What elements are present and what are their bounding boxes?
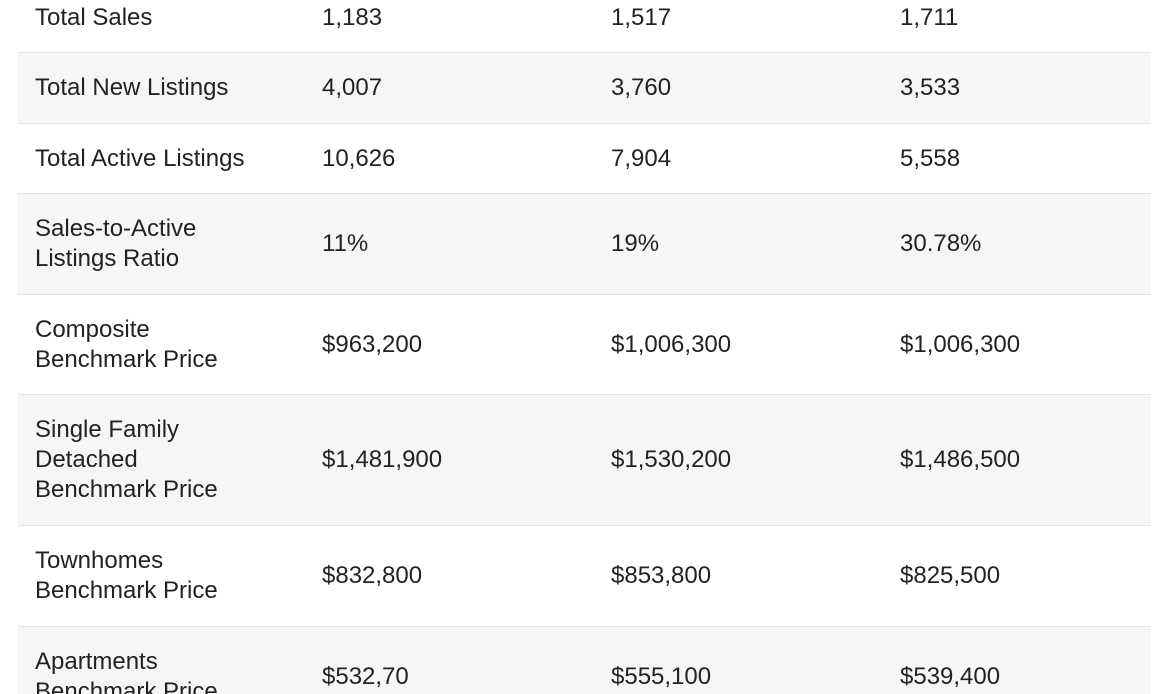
- row-label: Townhomes Benchmark Price: [18, 546, 322, 606]
- table-cell: 4,007: [322, 74, 383, 101]
- table-cell: $1,006,300: [611, 330, 732, 358]
- table-cell: $832,800: [322, 562, 423, 589]
- row-label: Single Family Detached Benchmark Price: [18, 415, 322, 505]
- table-cell: 11%: [322, 230, 369, 257]
- table-cell: 7,904: [611, 144, 672, 172]
- table-row: Apartments Benchmark Price $532,70 $555,…: [18, 627, 1151, 694]
- table-cell: 1,517: [611, 3, 672, 31]
- stats-table: Total Sales 1,183 1,517 1,711 Total New …: [18, 0, 1151, 694]
- row-label-line: Benchmark Price: [35, 476, 218, 503]
- table-cell: $539,400: [900, 663, 1001, 690]
- row-label: Total Sales: [18, 3, 322, 33]
- row-label-line: Total New Listings: [35, 74, 229, 101]
- table-cell: 10,626: [322, 144, 396, 172]
- row-label: Sales-to-Active Listings Ratio: [18, 214, 322, 274]
- table-cell: $555,100: [611, 663, 712, 690]
- table-row: Townhomes Benchmark Price $832,800 $853,…: [18, 526, 1151, 627]
- row-label-line: Total Sales: [35, 3, 153, 31]
- row-label: Total Active Listings: [18, 144, 322, 174]
- table-cell: $1,530,200: [611, 446, 732, 473]
- table-cell: $853,800: [611, 562, 712, 589]
- row-label-line: Detached: [35, 446, 138, 473]
- table-cell: $825,500: [900, 562, 1001, 589]
- table-cell: 5,558: [900, 144, 961, 172]
- table-cell: 3,760: [611, 74, 672, 101]
- table-cell: 30.78%: [900, 230, 982, 257]
- table-cell: 1,711: [900, 3, 959, 31]
- row-label-line: Sales-to-Active: [35, 215, 197, 242]
- table-cell: 1,183: [322, 3, 383, 31]
- row-label-line: Total Active Listings: [35, 144, 245, 172]
- row-label-line: Benchmark Price: [35, 678, 218, 694]
- row-label-line: Townhomes: [35, 547, 164, 574]
- row-label-line: Composite: [35, 315, 150, 343]
- table-cell: 19%: [611, 230, 660, 257]
- row-label-line: Single Family: [35, 416, 180, 443]
- row-label-line: Benchmark Price: [35, 345, 218, 373]
- table-cell: $532,70: [322, 663, 409, 690]
- row-label: Total New Listings: [18, 73, 322, 103]
- table-cell: $1,006,300: [900, 330, 1021, 358]
- table-row: Total Sales 1,183 1,517 1,711: [18, 0, 1151, 53]
- table-row: Total New Listings 4,007 3,760 3,533: [18, 53, 1151, 124]
- row-label: Apartments Benchmark Price: [18, 647, 322, 694]
- table-cell: 3,533: [900, 74, 961, 101]
- table-row: Total Active Listings 10,626 7,904 5,558: [18, 124, 1151, 194]
- row-label-line: Benchmark Price: [35, 577, 218, 604]
- table-row: Composite Benchmark Price $963,200 $1,00…: [18, 295, 1151, 395]
- table-row: Sales-to-Active Listings Ratio 11% 19% 3…: [18, 194, 1151, 295]
- row-label-line: Apartments: [35, 648, 158, 675]
- row-label: Composite Benchmark Price: [18, 315, 322, 375]
- table-cell: $1,486,500: [900, 446, 1021, 473]
- table-cell: $1,481,900: [322, 446, 443, 473]
- table-row: Single Family Detached Benchmark Price $…: [18, 395, 1151, 526]
- row-label-line: Listings Ratio: [35, 245, 180, 272]
- table-cell: $963,200: [322, 330, 423, 358]
